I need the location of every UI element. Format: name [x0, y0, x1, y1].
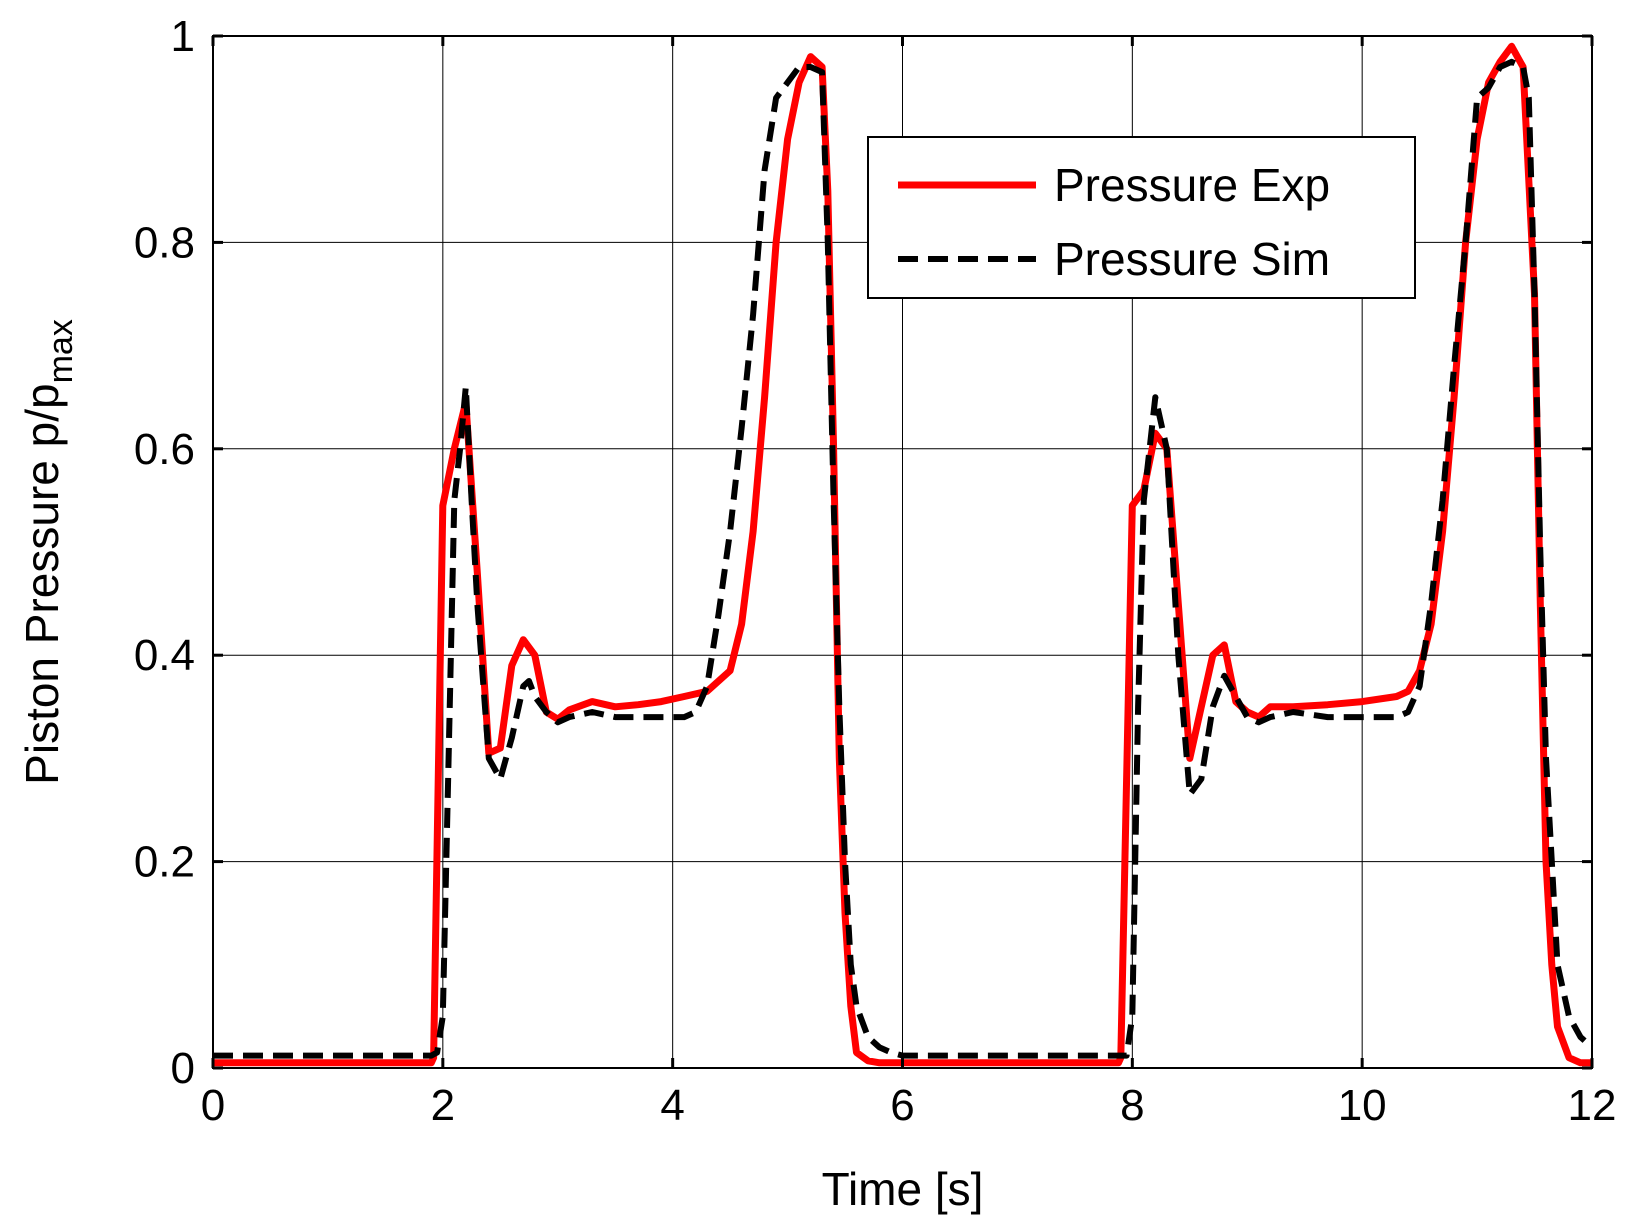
y-tick-label: 0.4 — [134, 631, 195, 680]
y-tick-label: 0.6 — [134, 425, 195, 474]
y-axis-label-main: Piston Pressure p/p — [16, 383, 68, 784]
x-tick-label: 0 — [201, 1081, 225, 1130]
x-tick-label: 4 — [660, 1081, 684, 1130]
legend: Pressure Exp Pressure Sim — [867, 136, 1416, 299]
x-tick-labels: 0 2 4 6 8 10 12 — [201, 1081, 1617, 1130]
x-tick-label: 8 — [1120, 1081, 1144, 1130]
legend-label-pressure-exp: Pressure Exp — [1054, 159, 1330, 211]
x-tick-label: 10 — [1338, 1081, 1387, 1130]
y-tick-label: 0.2 — [134, 838, 195, 887]
legend-box — [867, 136, 1416, 299]
y-tick-labels: 0 0.2 0.4 0.6 0.8 1 — [134, 12, 195, 1093]
legend-label-pressure-sim: Pressure Sim — [1054, 233, 1330, 285]
series-layer — [213, 42, 1595, 1067]
ticks — [211, 34, 1594, 1070]
x-tick-label: 6 — [890, 1081, 914, 1130]
x-tick-label: 2 — [431, 1081, 455, 1130]
y-axis-label: Piston Pressure p/pmax — [16, 319, 80, 785]
series-line-pressure-sim — [213, 58, 1595, 1059]
y-tick-label: 1 — [171, 12, 195, 61]
y-tick-label: 0 — [171, 1044, 195, 1093]
y-axis-label-subscript: max — [42, 319, 80, 383]
x-tick-label: 12 — [1568, 1081, 1617, 1130]
x-axis-label: Time [s] — [822, 1163, 984, 1215]
y-tick-label: 0.8 — [134, 218, 195, 267]
